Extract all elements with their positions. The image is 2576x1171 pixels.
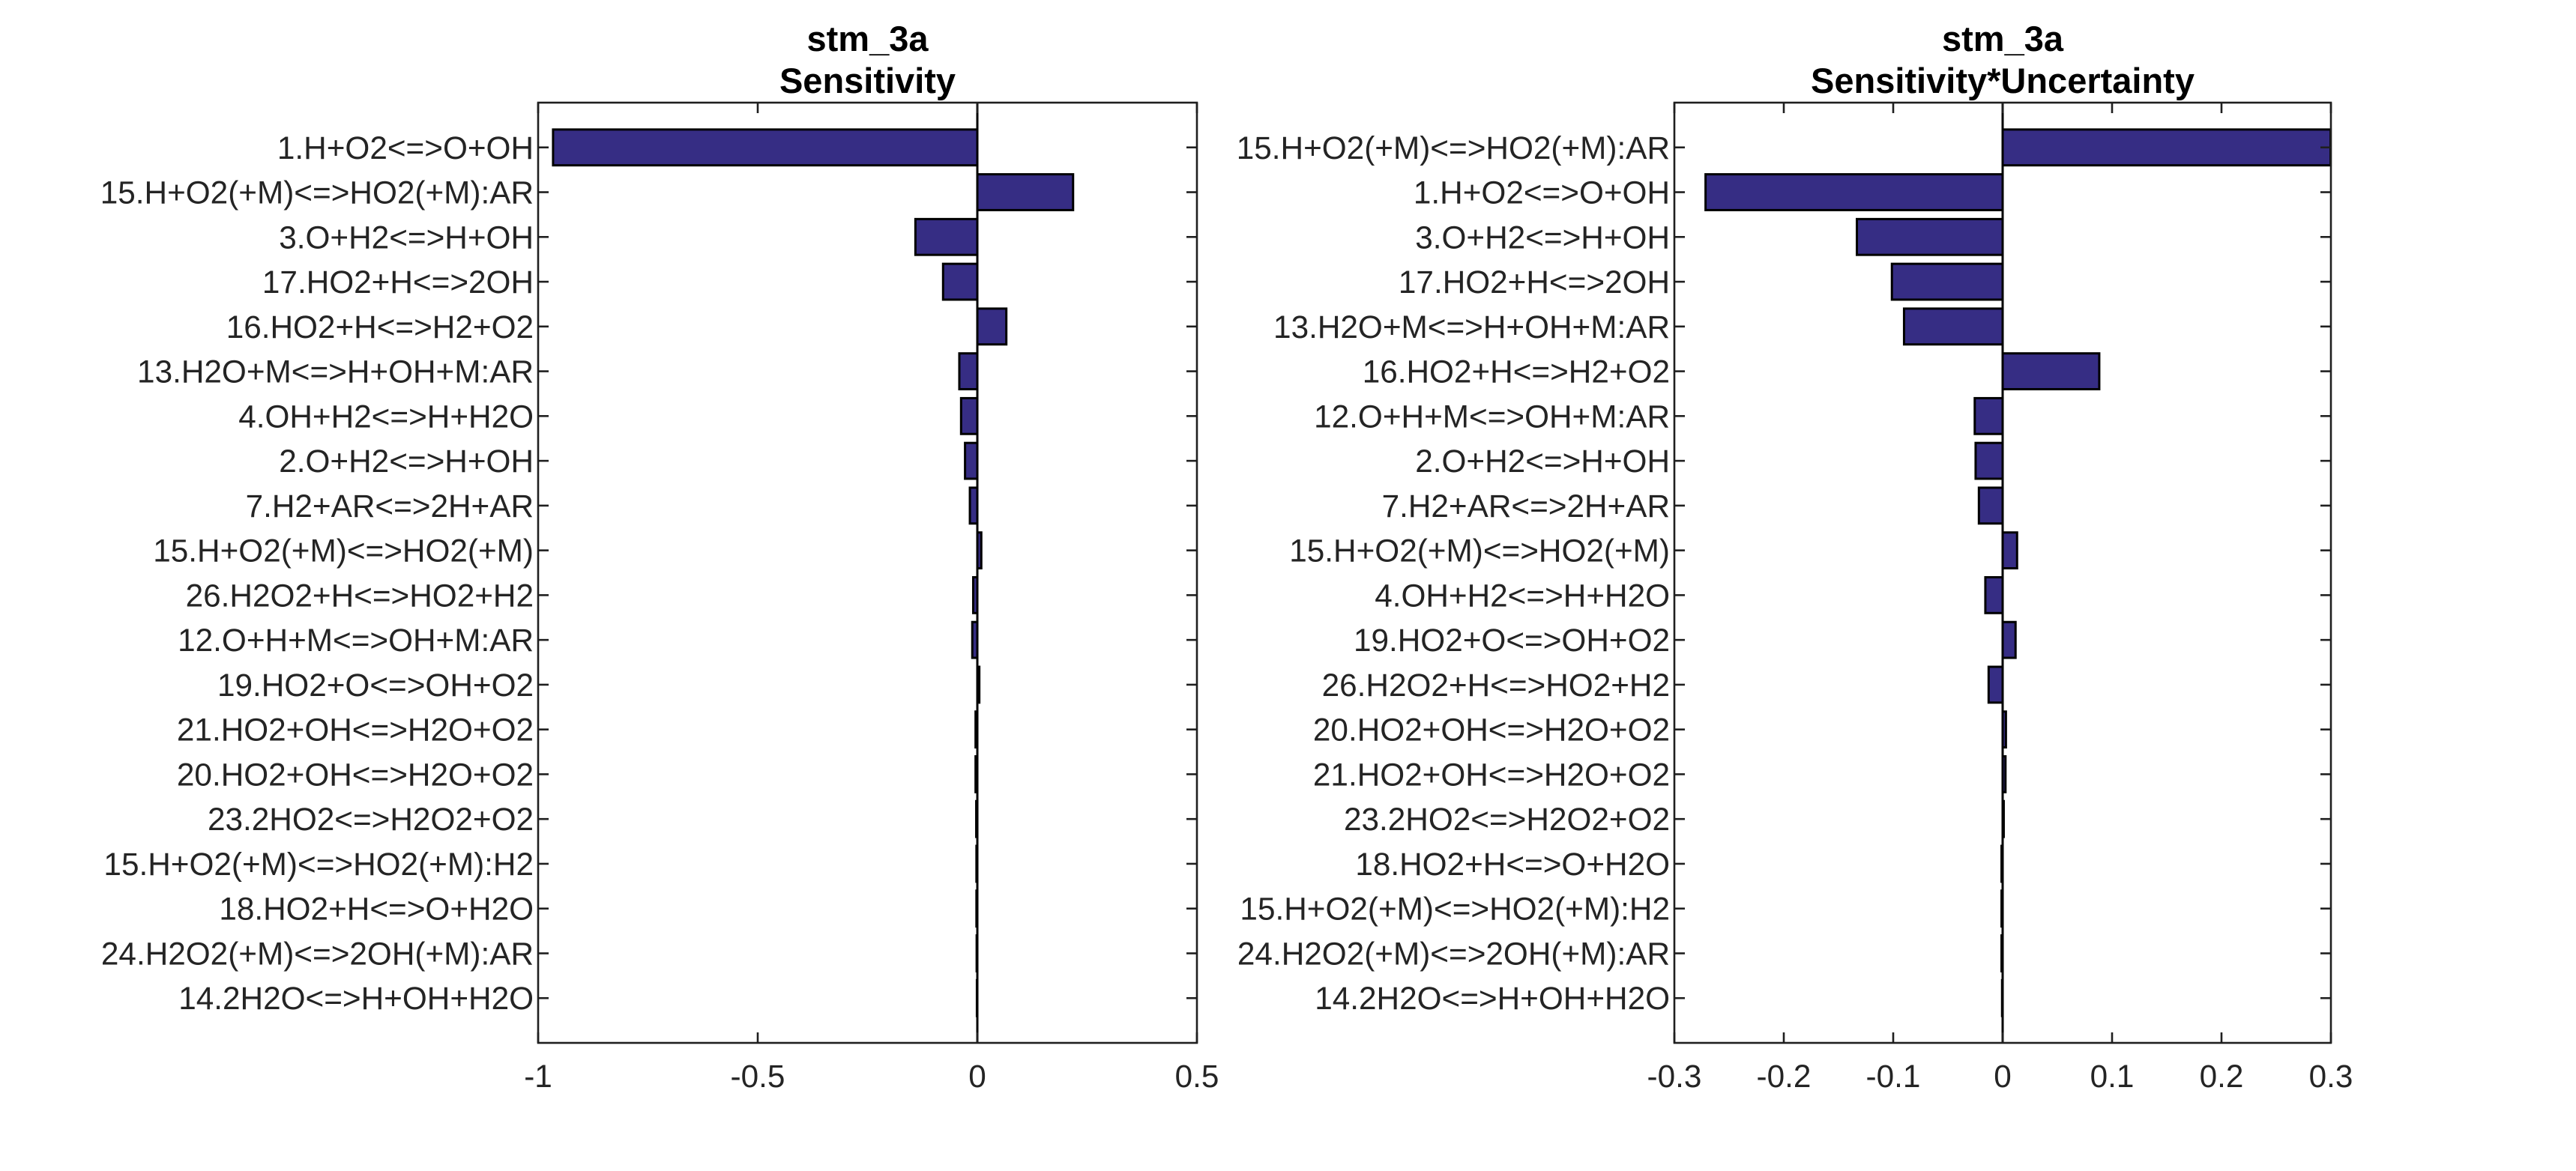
svg-text:3.O+H2<=>H+OH: 3.O+H2<=>H+OH: [1415, 220, 1670, 255]
svg-text:4.OH+H2<=>H+H2O: 4.OH+H2<=>H+H2O: [238, 399, 534, 434]
svg-text:21.HO2+OH<=>H2O+O2: 21.HO2+OH<=>H2O+O2: [177, 712, 534, 748]
svg-text:24.H2O2(+M)<=>2OH(+M):AR: 24.H2O2(+M)<=>2OH(+M):AR: [1237, 936, 1670, 971]
svg-text:1.H+O2<=>O+OH: 1.H+O2<=>O+OH: [277, 130, 534, 166]
svg-text:14.2H2O<=>H+OH+H2O: 14.2H2O<=>H+OH+H2O: [1315, 981, 1670, 1016]
svg-text:24.H2O2(+M)<=>2OH(+M):AR: 24.H2O2(+M)<=>2OH(+M):AR: [101, 936, 534, 971]
svg-text:17.HO2+H<=>2OH: 17.HO2+H<=>2OH: [262, 264, 534, 300]
svg-text:2.O+H2<=>H+OH: 2.O+H2<=>H+OH: [1415, 444, 1670, 479]
svg-text:1.H+O2<=>O+OH: 1.H+O2<=>O+OH: [1414, 175, 1670, 211]
svg-text:-1: -1: [524, 1059, 552, 1094]
svg-text:4.OH+H2<=>H+H2O: 4.OH+H2<=>H+H2O: [1375, 578, 1670, 613]
svg-text:15.H+O2(+M)<=>HO2(+M):AR: 15.H+O2(+M)<=>HO2(+M):AR: [100, 175, 534, 211]
svg-text:26.H2O2+H<=>HO2+H2: 26.H2O2+H<=>HO2+H2: [1322, 668, 1670, 703]
svg-text:14.2H2O<=>H+OH+H2O: 14.2H2O<=>H+OH+H2O: [178, 981, 534, 1016]
svg-text:-0.1: -0.1: [1866, 1059, 1921, 1094]
svg-text:15.H+O2(+M)<=>HO2(+M): 15.H+O2(+M)<=>HO2(+M): [1289, 533, 1670, 569]
svg-text:15.H+O2(+M)<=>HO2(+M):H2: 15.H+O2(+M)<=>HO2(+M):H2: [103, 847, 534, 882]
svg-text:-0.3: -0.3: [1647, 1059, 1702, 1094]
svg-text:19.HO2+O<=>OH+O2: 19.HO2+O<=>OH+O2: [217, 668, 534, 703]
svg-text:15.H+O2(+M)<=>HO2(+M): 15.H+O2(+M)<=>HO2(+M): [153, 533, 534, 569]
svg-text:16.HO2+H<=>H2+O2: 16.HO2+H<=>H2+O2: [1363, 354, 1670, 390]
svg-text:stm_3a: stm_3a: [807, 19, 929, 58]
svg-text:0.1: 0.1: [2090, 1059, 2135, 1094]
svg-text:0: 0: [968, 1059, 986, 1094]
svg-text:0.3: 0.3: [2309, 1059, 2353, 1094]
svg-text:18.HO2+H<=>O+H2O: 18.HO2+H<=>O+H2O: [1355, 847, 1670, 882]
svg-text:15.H+O2(+M)<=>HO2(+M):AR: 15.H+O2(+M)<=>HO2(+M):AR: [1237, 130, 1670, 166]
svg-text:7.H2+AR<=>2H+AR: 7.H2+AR<=>2H+AR: [1382, 488, 1670, 524]
svg-text:23.2HO2<=>H2O2+O2: 23.2HO2<=>H2O2+O2: [208, 802, 534, 837]
svg-text:12.O+H+M<=>OH+M:AR: 12.O+H+M<=>OH+M:AR: [178, 623, 534, 658]
svg-text:20.HO2+OH<=>H2O+O2: 20.HO2+OH<=>H2O+O2: [177, 757, 534, 792]
svg-text:7.H2+AR<=>2H+AR: 7.H2+AR<=>2H+AR: [246, 488, 534, 524]
svg-text:23.2HO2<=>H2O2+O2: 23.2HO2<=>H2O2+O2: [1344, 802, 1670, 837]
svg-text:Sensitivity: Sensitivity: [779, 61, 956, 100]
svg-text:18.HO2+H<=>O+H2O: 18.HO2+H<=>O+H2O: [219, 892, 534, 927]
svg-text:0: 0: [1994, 1059, 2012, 1094]
svg-text:12.O+H+M<=>OH+M:AR: 12.O+H+M<=>OH+M:AR: [1314, 399, 1670, 434]
svg-text:19.HO2+O<=>OH+O2: 19.HO2+O<=>OH+O2: [1354, 623, 1670, 658]
svg-text:-0.5: -0.5: [731, 1059, 785, 1094]
svg-text:16.HO2+H<=>H2+O2: 16.HO2+H<=>H2+O2: [226, 309, 534, 345]
svg-text:21.HO2+OH<=>H2O+O2: 21.HO2+OH<=>H2O+O2: [1313, 757, 1670, 792]
svg-text:stm_3a: stm_3a: [1942, 19, 2064, 58]
svg-text:Sensitivity*Uncertainty: Sensitivity*Uncertainty: [1811, 61, 2195, 100]
svg-text:15.H+O2(+M)<=>HO2(+M):H2: 15.H+O2(+M)<=>HO2(+M):H2: [1240, 892, 1670, 927]
svg-text:13.H2O+M<=>H+OH+M:AR: 13.H2O+M<=>H+OH+M:AR: [137, 354, 534, 390]
svg-text:26.H2O2+H<=>HO2+H2: 26.H2O2+H<=>HO2+H2: [186, 578, 534, 613]
svg-text:20.HO2+OH<=>H2O+O2: 20.HO2+OH<=>H2O+O2: [1313, 712, 1670, 748]
svg-text:13.H2O+M<=>H+OH+M:AR: 13.H2O+M<=>H+OH+M:AR: [1273, 309, 1670, 345]
svg-text:2.O+H2<=>H+OH: 2.O+H2<=>H+OH: [279, 444, 534, 479]
svg-text:0.2: 0.2: [2200, 1059, 2244, 1094]
svg-text:3.O+H2<=>H+OH: 3.O+H2<=>H+OH: [279, 220, 534, 255]
svg-text:17.HO2+H<=>2OH: 17.HO2+H<=>2OH: [1399, 264, 1670, 300]
svg-text:-0.2: -0.2: [1757, 1059, 1812, 1094]
svg-text:0.5: 0.5: [1175, 1059, 1219, 1094]
